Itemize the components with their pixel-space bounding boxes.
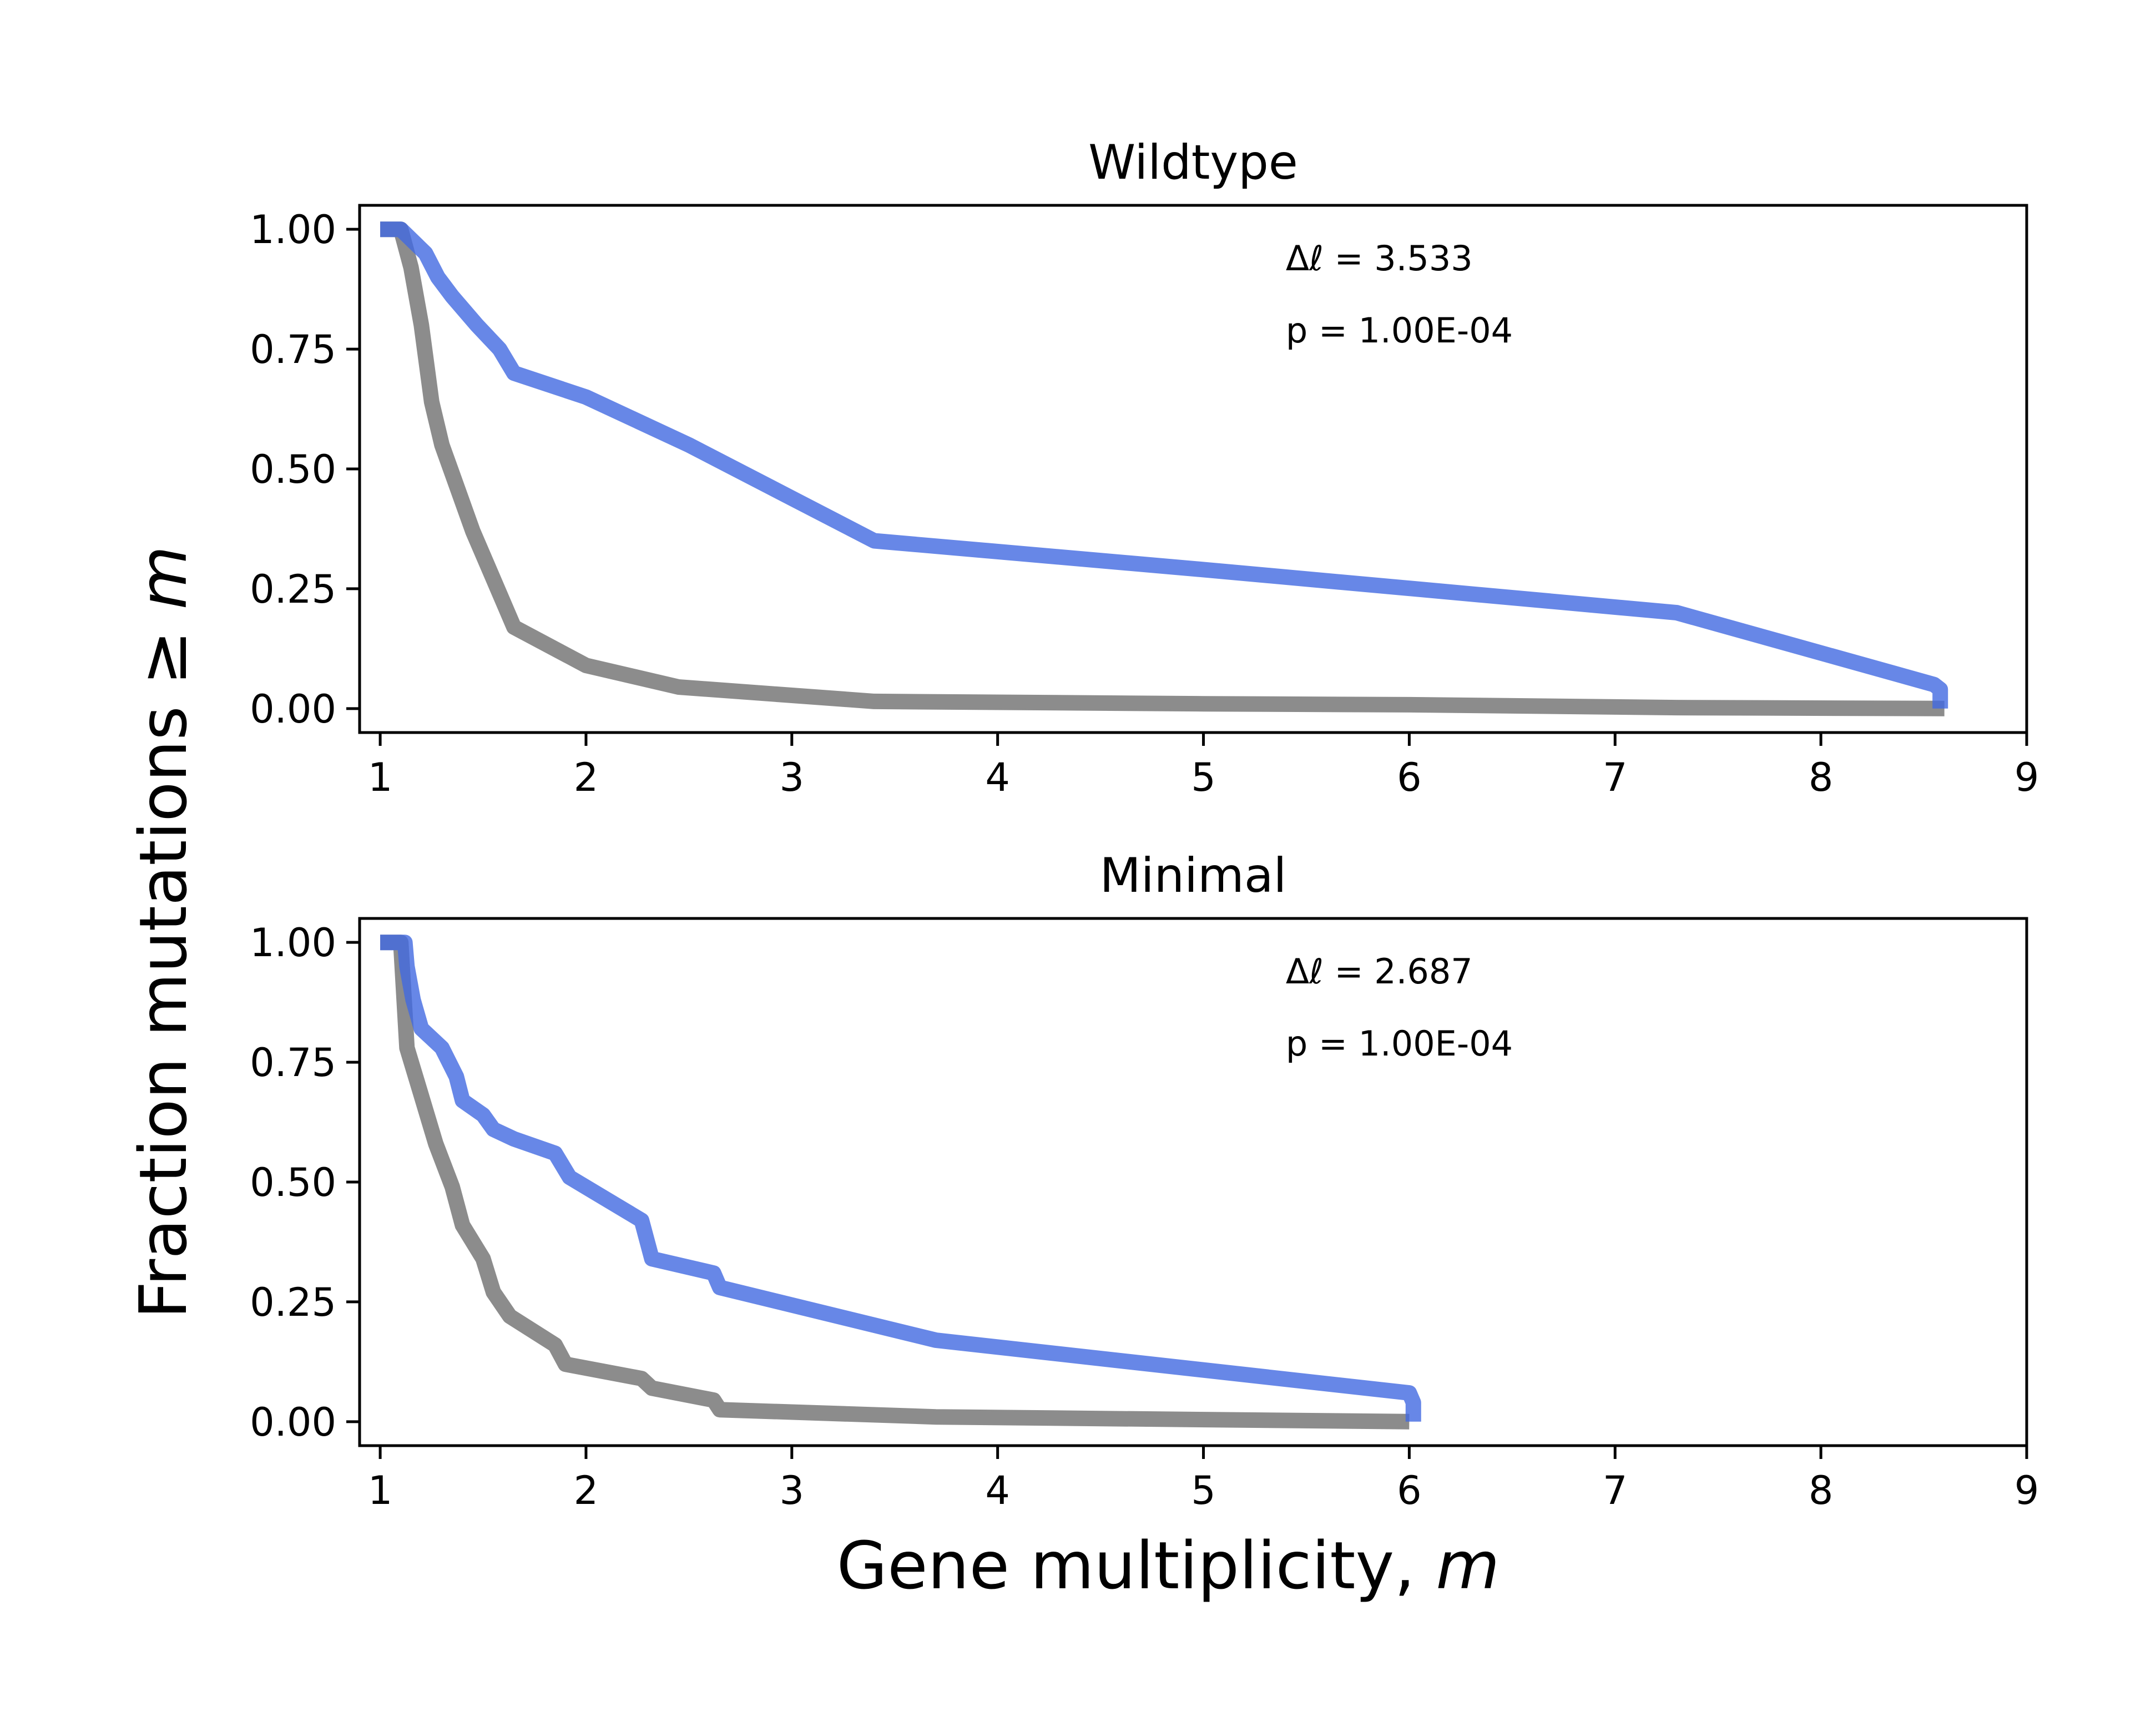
x-tick-label: 7 — [1603, 755, 1628, 800]
y-tick-label: 0.00 — [250, 1400, 336, 1445]
null-distribution-line-minimal — [380, 935, 1410, 1430]
y-tick-label: 0.25 — [250, 1280, 336, 1325]
y-tick-label: 0.25 — [250, 567, 336, 612]
y-axis-label-text: Fraction mutations ≥ — [125, 609, 201, 1319]
x-tick-label: 2 — [574, 1468, 599, 1513]
x-tick-label: 3 — [780, 755, 805, 800]
panel-title-minimal: Minimal — [1100, 848, 1287, 903]
y-tick-label: 0.75 — [250, 327, 336, 372]
x-tick-label: 5 — [1191, 1468, 1216, 1513]
x-tick-label: 2 — [574, 755, 599, 800]
observed-distribution-line-minimal — [380, 935, 1421, 1422]
y-tick-label: 1.00 — [250, 920, 336, 966]
x-tick-label: 7 — [1603, 1468, 1628, 1513]
x-tick-label: 4 — [985, 1468, 1010, 1513]
delta-ell-annotation-wildtype: Δℓ = 3.533 — [1286, 238, 1473, 279]
x-tick-label: 1 — [368, 1468, 393, 1513]
panel-wildtype: Wildtype 1 2 3 4 5 6 7 8 9 0.00 0.25 0.50 0.75 1.00 Δℓ … — [250, 135, 2039, 800]
x-tick-label: 6 — [1397, 755, 1422, 800]
observed-distribution-line-wildtype — [380, 221, 1948, 709]
x-axis-label: Gene multiplicity, m — [837, 1527, 1500, 1604]
y-tick-label: 0.75 — [250, 1040, 336, 1085]
y-axis-label: Fraction mutations ≥ m — [125, 546, 201, 1319]
panel-minimal: Minimal 1 2 3 4 5 6 7 8 9 0.00 0.25 0.50 0.75 1.00 Δℓ =… — [250, 848, 2039, 1513]
x-tick-label: 8 — [1809, 1468, 1834, 1513]
x-tick-label: 4 — [985, 755, 1010, 800]
x-axis-label-variable: m — [1436, 1527, 1499, 1604]
x-tick-label: 8 — [1809, 755, 1834, 800]
x-tick-label: 1 — [368, 755, 393, 800]
delta-ell-annotation-minimal: Δℓ = 2.687 — [1286, 951, 1473, 992]
y-tick-label: 0.50 — [250, 447, 336, 492]
y-axis-label-variable: m — [125, 546, 201, 609]
null-distribution-line-wildtype — [380, 221, 1945, 716]
panel-title-wildtype: Wildtype — [1088, 135, 1298, 190]
x-tick-label: 6 — [1397, 1468, 1422, 1513]
x-axis-label-text: Gene multiplicity, — [837, 1527, 1436, 1604]
p-value-annotation-minimal: p = 1.00E-04 — [1286, 1023, 1513, 1064]
y-tick-label: 0.00 — [250, 686, 336, 732]
x-tick-label: 9 — [2014, 755, 2039, 800]
p-value-annotation-wildtype: p = 1.00E-04 — [1286, 310, 1513, 351]
x-tick-label: 9 — [2014, 1468, 2039, 1513]
x-tick-label: 3 — [780, 1468, 805, 1513]
x-tick-label: 5 — [1191, 755, 1216, 800]
y-tick-label: 1.00 — [250, 207, 336, 253]
axes-frame-wildtype — [358, 204, 2028, 734]
y-tick-label: 0.50 — [250, 1160, 336, 1205]
